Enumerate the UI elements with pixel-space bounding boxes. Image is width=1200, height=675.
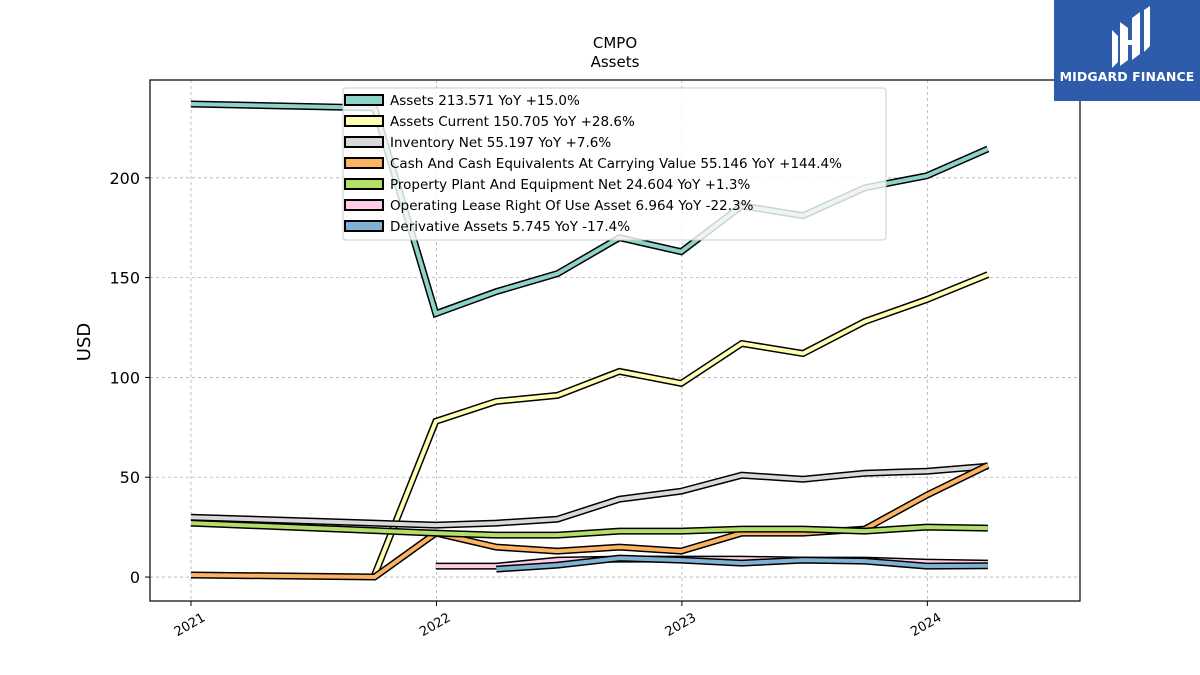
y-tick-label: 0 [130,568,140,587]
series-line-outline [190,462,989,529]
legend-swatch [344,199,384,211]
chart-subtitle: Assets [591,53,640,71]
series-assets-current [371,271,990,577]
chart-title: CMPO [593,34,637,52]
plot-frame [149,79,1081,602]
legend-swatch [344,115,384,127]
legend-label: Derivative Assets 5.745 YoY -17.4% [390,219,630,235]
x-axis: 2021 2022 2023 2024 [172,601,944,640]
brand-logo: MIDGARD FINANCE [1054,0,1200,101]
legend-label: Inventory Net 55.197 YoY +7.6% [390,135,611,151]
logo-mark-icon [1112,6,1150,68]
x-tick-label: 2021 [172,610,208,640]
legend-item: Cash And Cash Equivalents At Carrying Va… [344,156,842,172]
series-line [190,464,989,528]
x-tick-label: 2022 [417,610,453,640]
y-tick-label: 100 [109,368,140,387]
series-cash-and-cash-equivalents-at-carrying-value [190,462,990,581]
y-tick-label: 50 [120,468,140,487]
legend-swatch [344,157,384,169]
legend-label: Assets 213.571 YoY +15.0% [390,93,580,109]
legend-label: Property Plant And Equipment Net 24.604 … [390,177,750,193]
brand-name: MIDGARD FINANCE [1059,69,1195,84]
series-inventory-net [190,462,989,529]
x-tick-label: 2023 [663,610,699,640]
legend-item: Assets 213.571 YoY +15.0% [344,93,580,109]
legend-label: Operating Lease Right Of Use Asset 6.964… [390,198,754,214]
legend-swatch [344,136,384,148]
legend-box [342,87,887,241]
y-axis: 0 50 100 150 200 [109,169,150,587]
legend-swatch [344,178,384,190]
legend-item: Assets Current 150.705 YoY +28.6% [344,114,635,130]
y-axis-label: USD [74,323,95,361]
legend: Assets 213.571 YoY +15.0% Assets Current … [342,87,887,241]
series-line [190,463,989,580]
legend-label: Cash And Cash Equivalents At Carrying Va… [390,156,842,172]
legend-swatch [344,220,384,232]
series-line [496,556,988,572]
x-tick-label: 2024 [908,610,944,640]
legend-item: Derivative Assets 5.745 YoY -17.4% [344,219,630,235]
legend-item: Property Plant And Equipment Net 24.604 … [344,177,750,193]
legend-swatch [344,94,384,106]
series-line [190,521,988,538]
series-property-plant-and-equipment-net [190,519,988,539]
series-derivative-assets [496,554,988,573]
series-line [372,272,989,576]
series-lines [190,100,990,581]
legend-item: Operating Lease Right Of Use Asset 6.964… [344,198,754,214]
y-tick-label: 200 [109,169,140,188]
legend-item: Inventory Net 55.197 YoY +7.6% [344,135,611,151]
legend-label: Assets Current 150.705 YoY +28.6% [390,114,635,130]
y-tick-label: 150 [109,269,140,288]
